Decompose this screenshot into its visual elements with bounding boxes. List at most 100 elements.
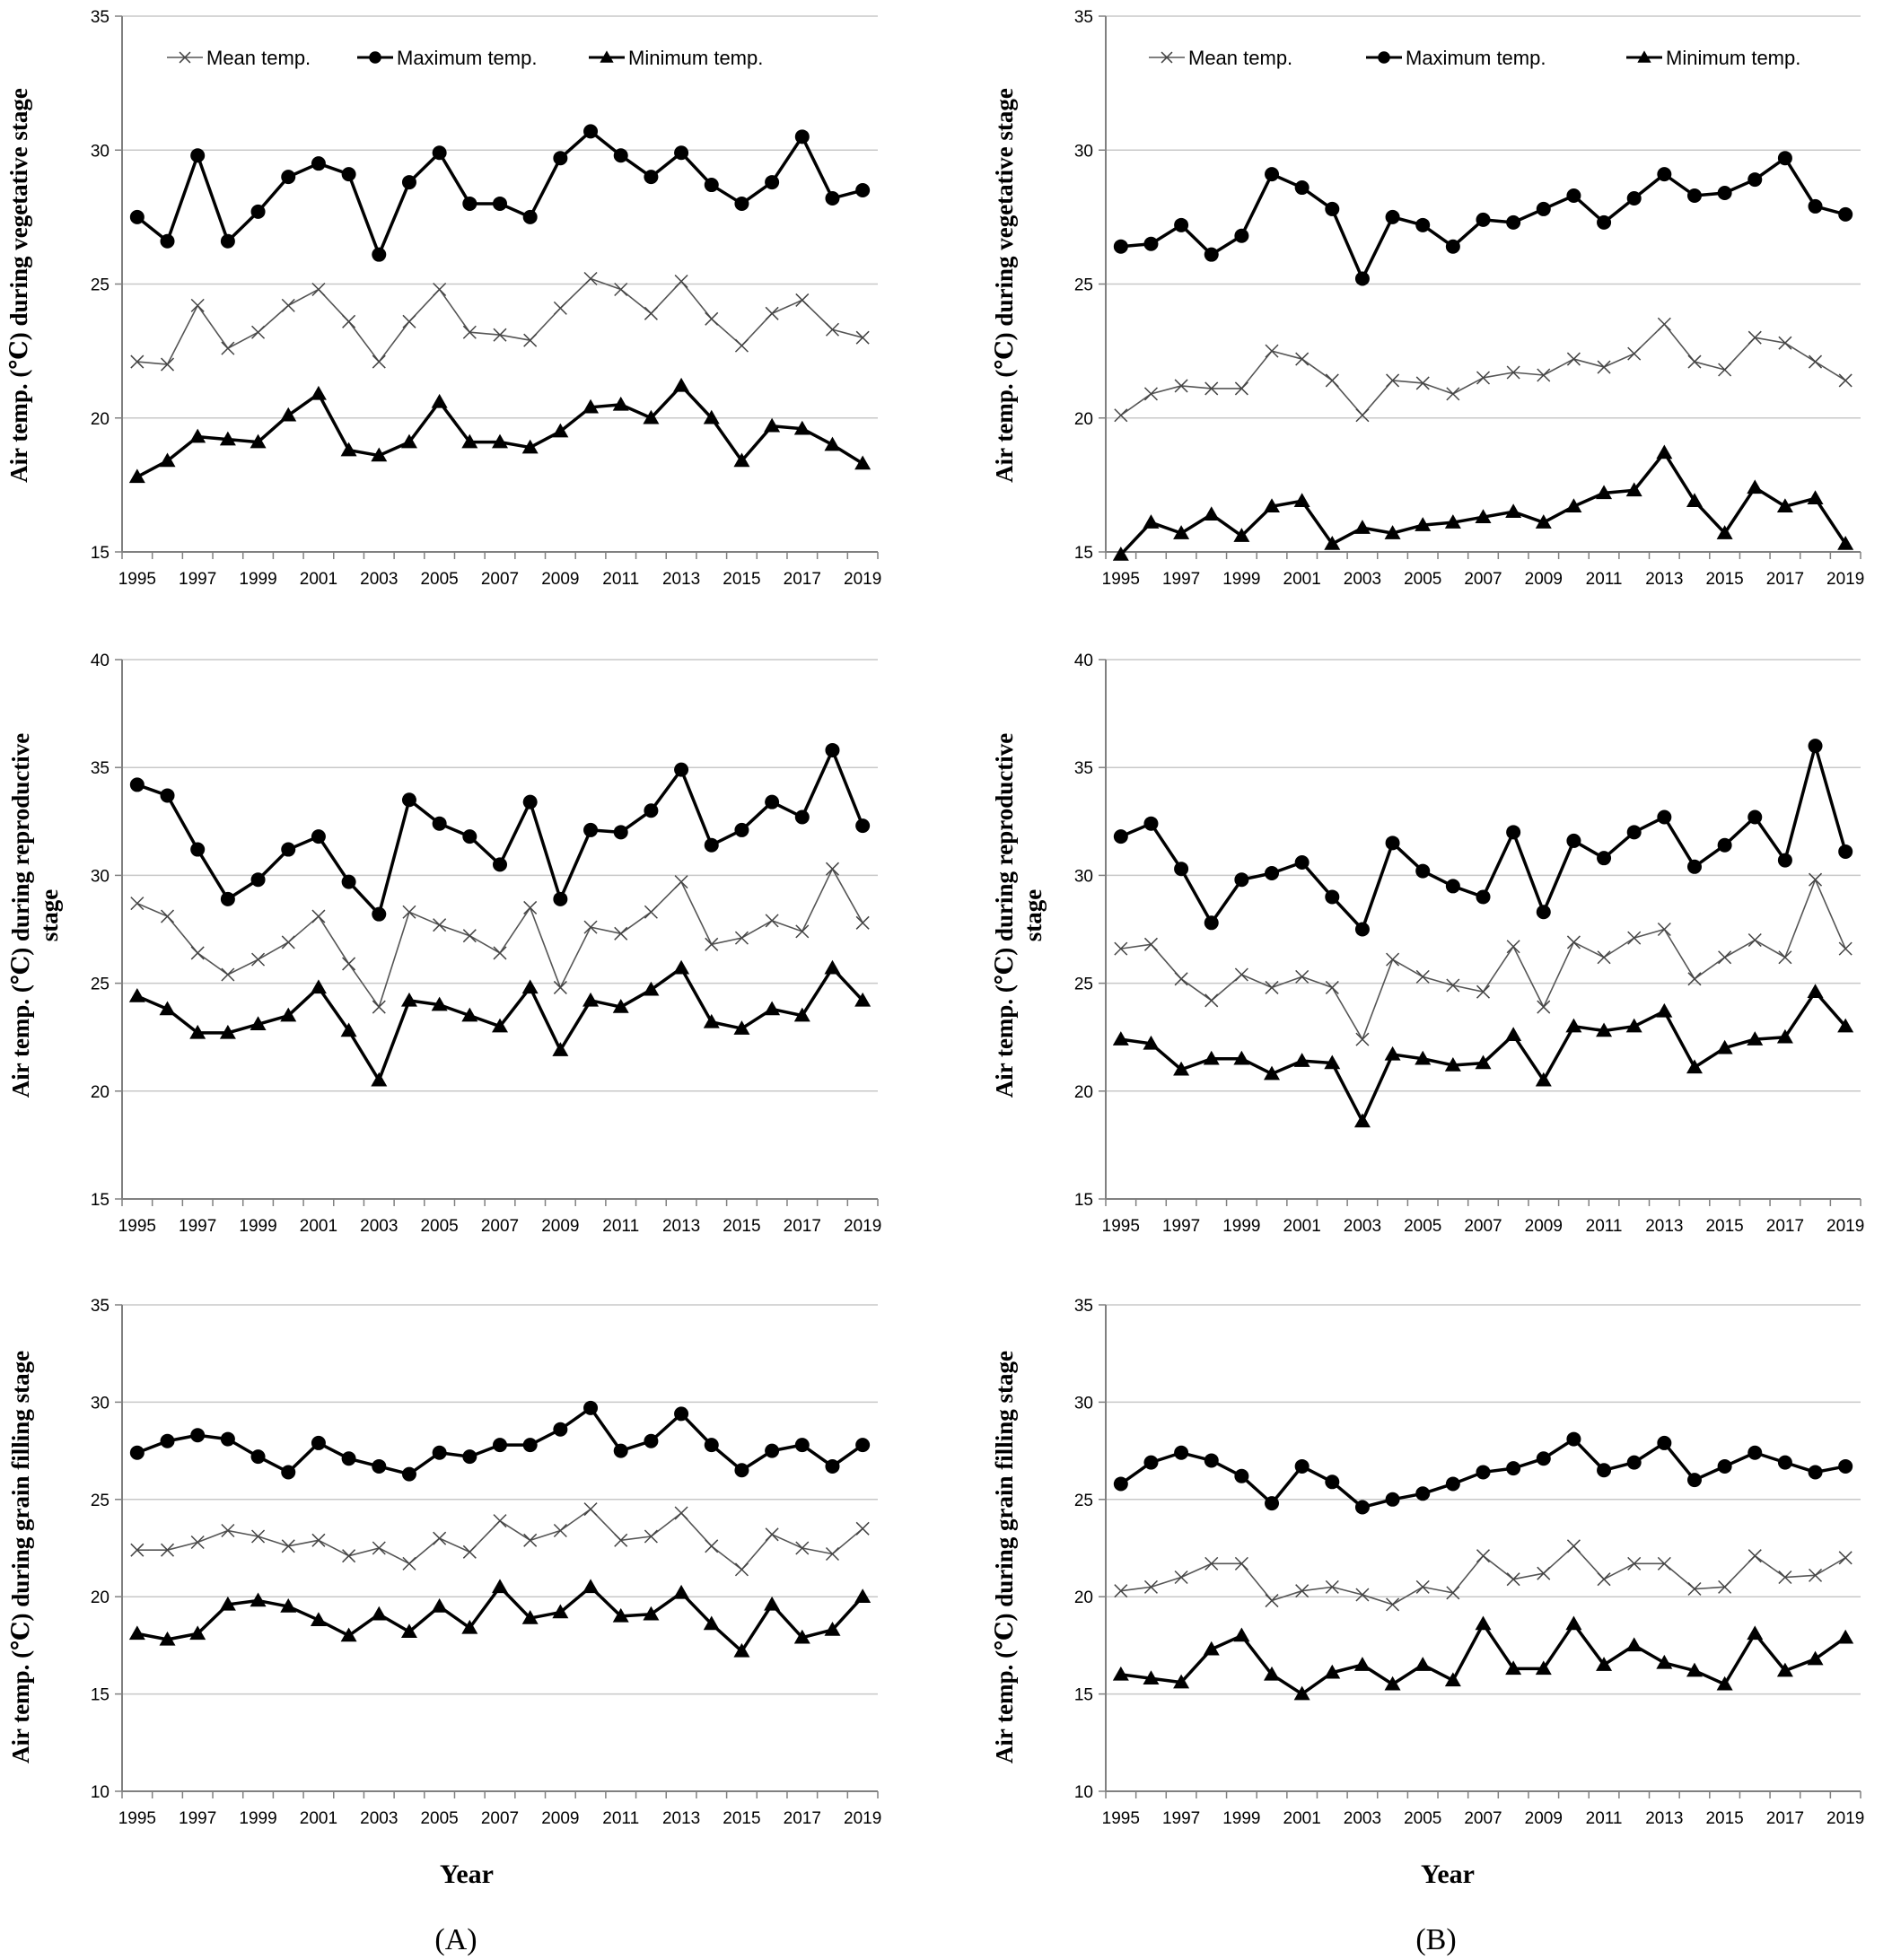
point-min-temp — [1656, 1002, 1673, 1018]
point-max-temp — [401, 1466, 416, 1482]
point-max-temp — [1777, 1455, 1792, 1470]
point-mean-temp — [160, 357, 175, 372]
point-max-temp — [1657, 1435, 1672, 1450]
point-min-temp — [492, 1018, 508, 1033]
point-min-temp — [824, 959, 841, 975]
point-mean-temp — [1838, 941, 1853, 956]
point-min-temp — [643, 1606, 660, 1621]
point-max-temp — [1536, 201, 1551, 216]
point-min-temp — [1625, 1018, 1642, 1033]
point-mean-temp — [1174, 972, 1188, 986]
point-min-temp — [1324, 1664, 1341, 1679]
point-mean-temp — [251, 952, 266, 967]
x-tick-label: 2015 — [723, 1217, 760, 1236]
x-tick-label: 1995 — [1102, 1809, 1140, 1828]
point-mean-temp — [462, 325, 477, 339]
point-mean-temp — [674, 875, 688, 889]
point-mean-temp — [734, 931, 749, 945]
point-min-temp — [733, 1642, 750, 1658]
point-mean-temp — [281, 298, 295, 312]
series-max-temp — [1113, 739, 1853, 937]
point-max-temp — [1626, 1455, 1642, 1470]
chart-a-row2: 15 20 25 30 35 40 1995 1997 1999 2001 2003 2005 2007… — [7, 652, 881, 1236]
point-mean-temp — [523, 1533, 538, 1547]
point-min-temp — [1203, 1050, 1220, 1065]
point-mean-temp — [614, 282, 628, 297]
point-min-temp — [280, 407, 297, 422]
x-tick-label: 2017 — [784, 1809, 821, 1828]
legend-marker — [600, 50, 614, 63]
point-max-temp — [674, 762, 689, 777]
point-mean-temp — [523, 333, 538, 347]
y-tick-label: 15 — [1074, 1686, 1093, 1705]
x-tick-label: 2009 — [541, 1217, 579, 1236]
point-min-temp — [1203, 506, 1220, 521]
legend: Mean temp. Maximum temp. Minimum temp. — [167, 47, 763, 69]
point-max-temp — [311, 829, 326, 844]
x-tick-label: 2019 — [1826, 570, 1864, 589]
point-min-temp — [612, 1607, 629, 1623]
point-max-temp — [1476, 1465, 1491, 1480]
point-min-temp — [733, 1020, 750, 1035]
x-tick-label: 2005 — [420, 1217, 458, 1236]
point-max-temp — [1657, 167, 1672, 182]
point-mean-temp — [1476, 984, 1491, 999]
point-max-temp — [372, 247, 387, 262]
point-mean-temp — [1415, 969, 1430, 984]
point-max-temp — [855, 1438, 871, 1453]
y-tick-label: 35 — [1074, 1297, 1093, 1316]
point-max-temp — [1597, 214, 1612, 230]
point-min-temp — [1837, 536, 1854, 550]
point-max-temp — [1204, 1453, 1219, 1468]
y-axis-title-line: Air temp. (℃) during vegetative stage — [5, 88, 32, 483]
x-tick-label: 1999 — [1222, 1809, 1260, 1828]
point-mean-temp — [1476, 1549, 1491, 1563]
x-tick-label: 1997 — [1162, 1217, 1200, 1236]
point-min-temp — [400, 433, 417, 449]
point-min-temp — [1444, 1056, 1461, 1072]
x-tick-label: 1995 — [118, 1217, 156, 1236]
point-max-temp — [794, 1438, 810, 1453]
point-max-temp — [1445, 879, 1460, 894]
point-mean-temp — [1234, 967, 1248, 982]
point-mean-temp — [523, 900, 538, 914]
x-tick-label: 2013 — [662, 570, 700, 589]
point-mean-temp — [1627, 1556, 1642, 1571]
series-max-temp — [1113, 1431, 1853, 1515]
point-min-temp — [854, 992, 872, 1007]
x-tick-label: 2001 — [1283, 570, 1321, 589]
point-min-temp — [673, 959, 690, 975]
point-mean-temp — [825, 862, 840, 876]
point-mean-temp — [1627, 346, 1642, 361]
x-tick-label: 2001 — [1283, 1217, 1321, 1236]
y-axis-title-line: stage — [1020, 889, 1047, 941]
point-mean-temp — [462, 1544, 477, 1559]
point-mean-temp — [342, 1549, 356, 1563]
x-tick-label: 2003 — [1344, 1809, 1381, 1828]
point-max-temp — [1506, 1461, 1521, 1476]
x-tick-label: 2003 — [360, 1217, 398, 1236]
point-mean-temp — [1476, 371, 1491, 385]
x-tick-label: 1995 — [118, 1809, 156, 1828]
point-max-temp — [855, 818, 871, 834]
point-min-temp — [461, 433, 478, 449]
y-tick-label: 20 — [1074, 410, 1093, 429]
point-max-temp — [583, 124, 599, 139]
x-tick-label: 2007 — [1464, 570, 1502, 589]
point-max-temp — [644, 1433, 659, 1448]
chart-b-row3: 10 15 20 25 30 35 1995 1997 1999 2001 2003 2005 2007… — [991, 1297, 1864, 1828]
point-min-temp — [1475, 1054, 1492, 1070]
x-tick-label: 2015 — [1705, 570, 1743, 589]
point-mean-temp — [1718, 1579, 1732, 1594]
y-tick-label: 35 — [91, 759, 109, 778]
point-min-temp — [1747, 479, 1764, 494]
y-axis-title: Air temp. (℃) during grain filling stage — [991, 1351, 1018, 1763]
point-mean-temp — [342, 314, 356, 328]
series-mean-temp — [130, 1502, 870, 1577]
point-max-temp — [341, 167, 356, 182]
point-min-temp — [1324, 1054, 1341, 1070]
point-min-temp — [1747, 1625, 1764, 1641]
point-mean-temp — [1687, 972, 1702, 986]
point-max-temp — [1686, 1473, 1702, 1488]
